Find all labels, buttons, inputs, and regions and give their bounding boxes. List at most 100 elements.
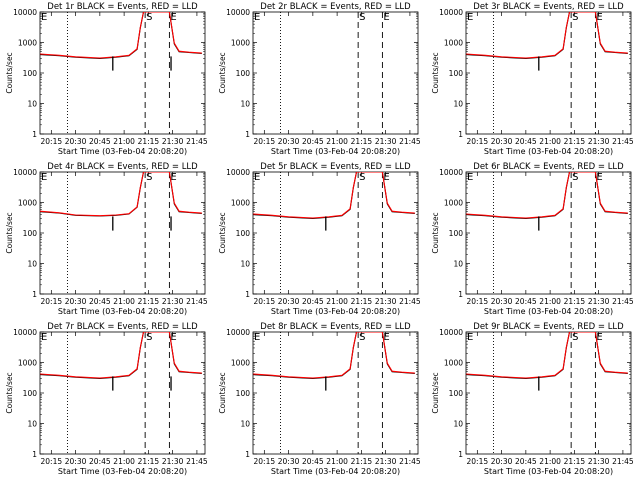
events-line bbox=[466, 172, 628, 219]
y-tick-label: 10000 bbox=[439, 8, 463, 17]
plot-frame bbox=[465, 11, 632, 135]
detector-chart: Det 2r BLACK = Events, RED = LLD 1 10 100 10… bbox=[218, 2, 421, 156]
x-tick-label: 21:15 bbox=[351, 297, 373, 306]
y-axis-label: Counts/sec bbox=[5, 372, 14, 413]
detector-chart: Det 1r BLACK = Events, RED = LLD 1 10 100 10… bbox=[5, 2, 208, 156]
x-axis-label: Start Time (03-Feb-04 20:08:20) bbox=[58, 147, 187, 156]
y-tick-label: 1 bbox=[32, 130, 37, 139]
y-tick-label: 10000 bbox=[439, 328, 463, 337]
x-tick-label: 21:45 bbox=[186, 297, 208, 306]
plot-frame bbox=[465, 171, 632, 295]
events-line bbox=[40, 332, 202, 379]
x-tick-label: 20:30 bbox=[278, 137, 300, 146]
y-tick-label: 1000 bbox=[444, 359, 463, 368]
y-tick-label: 10 bbox=[240, 420, 250, 429]
y-tick-label: 10000 bbox=[226, 328, 250, 337]
marker-label: E bbox=[383, 12, 389, 23]
x-tick-label: 21:00 bbox=[326, 297, 348, 306]
marker-label: S bbox=[572, 12, 578, 23]
lld-line bbox=[40, 12, 202, 59]
x-tick-label: 21:15 bbox=[564, 457, 586, 466]
x-axis-label: Start Time (03-Feb-04 20:08:20) bbox=[58, 467, 187, 476]
y-tick-label: 100 bbox=[236, 229, 251, 238]
lld-line bbox=[253, 332, 415, 379]
y-tick-label: 100 bbox=[23, 69, 38, 78]
y-tick-label: 10000 bbox=[13, 8, 37, 17]
y-tick-label: 10 bbox=[27, 100, 37, 109]
x-tick-label: 20:15 bbox=[41, 297, 63, 306]
lld-line bbox=[466, 332, 628, 379]
x-tick-label: 21:30 bbox=[375, 137, 397, 146]
marker-label: S bbox=[146, 172, 152, 183]
y-tick-label: 10000 bbox=[13, 168, 37, 177]
marker-label: E bbox=[170, 172, 176, 183]
x-tick-label: 21:15 bbox=[564, 137, 586, 146]
y-tick-label: 1 bbox=[458, 130, 463, 139]
series-group bbox=[466, 12, 628, 71]
x-tick-label: 21:00 bbox=[326, 137, 348, 146]
events-line bbox=[466, 12, 628, 59]
x-axis-label: Start Time (03-Feb-04 20:08:20) bbox=[271, 307, 400, 316]
x-axis-label: Start Time (03-Feb-04 20:08:20) bbox=[484, 307, 613, 316]
marker-label: S bbox=[359, 332, 365, 343]
chart-title: Det 5r BLACK = Events, RED = LLD bbox=[260, 162, 411, 172]
plot-frame bbox=[39, 331, 206, 455]
marker-label: E bbox=[170, 12, 176, 23]
y-axis-label: Counts/sec bbox=[218, 372, 227, 413]
x-tick-label: 21:00 bbox=[326, 457, 348, 466]
x-tick-label: 20:45 bbox=[515, 137, 537, 146]
y-tick-label: 1 bbox=[32, 290, 37, 299]
y-tick-label: 100 bbox=[23, 389, 38, 398]
x-tick-label: 20:45 bbox=[515, 297, 537, 306]
x-tick-label: 21:45 bbox=[399, 297, 421, 306]
y-tick-label: 100 bbox=[449, 389, 464, 398]
x-tick-label: 21:30 bbox=[162, 457, 184, 466]
x-tick-label: 20:45 bbox=[302, 457, 324, 466]
y-tick-label: 100 bbox=[23, 229, 38, 238]
y-tick-label: 1000 bbox=[18, 39, 37, 48]
y-axis-label: Counts/sec bbox=[218, 52, 227, 93]
events-line bbox=[40, 12, 202, 59]
events-line bbox=[253, 172, 415, 219]
chart-title: Det 3r BLACK = Events, RED = LLD bbox=[473, 2, 624, 12]
series-group bbox=[40, 332, 202, 391]
detector-chart: Det 8r BLACK = Events, RED = LLD 1 10 100 10… bbox=[218, 322, 421, 476]
marker-label: E bbox=[467, 12, 473, 23]
y-axis-label: Counts/sec bbox=[5, 212, 14, 253]
x-axis-label: Start Time (03-Feb-04 20:08:20) bbox=[271, 467, 400, 476]
marker-label: S bbox=[359, 12, 365, 23]
x-tick-label: 20:15 bbox=[467, 297, 489, 306]
y-tick-label: 10000 bbox=[13, 328, 37, 337]
x-tick-label: 21:15 bbox=[138, 137, 160, 146]
events-line bbox=[253, 332, 415, 379]
y-tick-label: 100 bbox=[449, 229, 464, 238]
marker-label: E bbox=[254, 172, 260, 183]
x-tick-label: 20:15 bbox=[41, 457, 63, 466]
y-tick-label: 1 bbox=[245, 130, 250, 139]
x-axis-label: Start Time (03-Feb-04 20:08:20) bbox=[58, 307, 187, 316]
plot-frame bbox=[465, 331, 632, 455]
marker-label: S bbox=[572, 172, 578, 183]
y-tick-label: 1000 bbox=[444, 199, 463, 208]
detector-chart: Det 7r BLACK = Events, RED = LLD 1 10 100 10… bbox=[5, 322, 208, 476]
y-tick-label: 10 bbox=[453, 100, 463, 109]
y-tick-label: 100 bbox=[449, 69, 464, 78]
x-tick-label: 21:00 bbox=[113, 297, 135, 306]
y-tick-label: 10 bbox=[240, 260, 250, 269]
marker-label: E bbox=[170, 332, 176, 343]
y-tick-label: 10000 bbox=[226, 8, 250, 17]
marker-label: E bbox=[596, 172, 602, 183]
y-tick-label: 10000 bbox=[226, 168, 250, 177]
y-axis-label: Counts/sec bbox=[431, 52, 440, 93]
x-tick-label: 21:30 bbox=[375, 457, 397, 466]
chart-title: Det 6r BLACK = Events, RED = LLD bbox=[473, 162, 624, 172]
x-axis-label: Start Time (03-Feb-04 20:08:20) bbox=[271, 147, 400, 156]
y-tick-label: 1000 bbox=[18, 199, 37, 208]
x-tick-label: 20:15 bbox=[467, 457, 489, 466]
marker-label: E bbox=[467, 172, 473, 183]
x-tick-label: 20:45 bbox=[89, 297, 111, 306]
marker-label: E bbox=[41, 172, 47, 183]
x-tick-label: 20:15 bbox=[41, 137, 63, 146]
x-tick-label: 20:30 bbox=[491, 137, 513, 146]
detector-chart: Det 9r BLACK = Events, RED = LLD 1 10 100 10… bbox=[431, 322, 634, 476]
